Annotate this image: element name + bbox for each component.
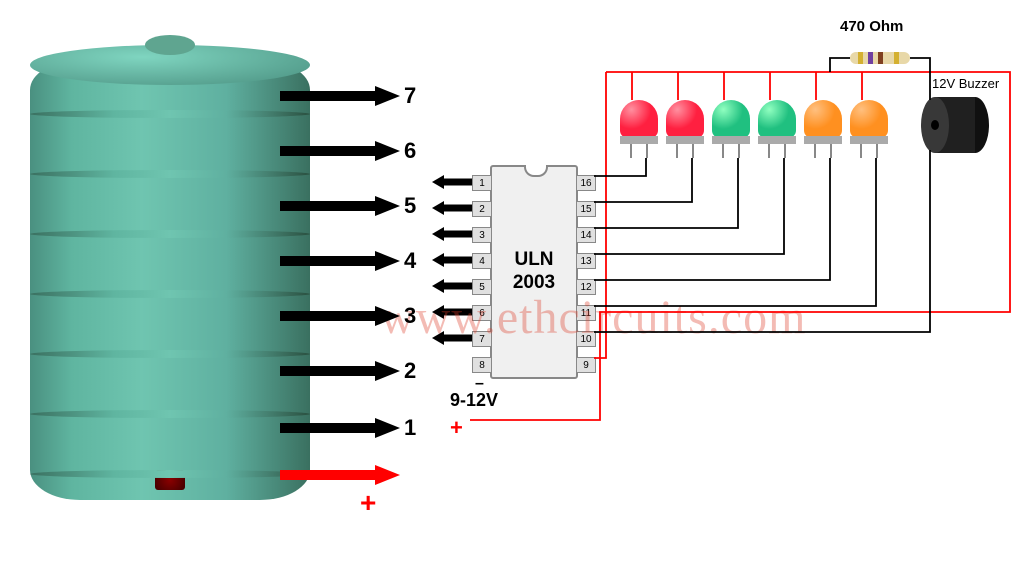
- probe-arrow-2: 2: [280, 358, 416, 384]
- led-6: [850, 100, 888, 155]
- chip-input-arrow-4: [432, 252, 472, 273]
- pin-14: 14: [576, 227, 596, 243]
- led-3: [712, 100, 750, 155]
- probe-arrow-1: 1: [280, 415, 416, 441]
- pin-3: 3: [472, 227, 492, 243]
- tank-ring: [30, 410, 310, 418]
- chip-input-arrow-3: [432, 226, 472, 247]
- led-4: [758, 100, 796, 155]
- power-probe-arrow: [280, 463, 400, 487]
- pin-13: 13: [576, 253, 596, 269]
- tank-ring: [30, 290, 310, 298]
- pin-2: 2: [472, 201, 492, 217]
- power-plus-label: +: [360, 487, 376, 519]
- pin-4: 4: [472, 253, 492, 269]
- tank-ring: [30, 350, 310, 358]
- voltage-plus: +: [450, 415, 463, 441]
- probe-arrow-3: 3: [280, 303, 416, 329]
- ic-chip-container: ULN2003 11621531441351261171089: [490, 165, 578, 379]
- ic-chip: ULN2003 11621531441351261171089: [490, 165, 578, 379]
- led-2: [666, 100, 704, 155]
- buzzer-label: 12V Buzzer: [932, 76, 999, 91]
- tank-ring: [30, 230, 310, 238]
- tank-ring: [30, 170, 310, 178]
- chip-input-arrow-2: [432, 200, 472, 221]
- chip-notch: [524, 165, 548, 177]
- probe-arrow-4: 4: [280, 248, 416, 274]
- tank-ring: [30, 110, 310, 118]
- pin-8: 8: [472, 357, 492, 373]
- led-5: [804, 100, 842, 155]
- chip-input-arrow-1: [432, 174, 472, 195]
- pin-1: 1: [472, 175, 492, 191]
- voltage-label: 9-12V: [450, 390, 498, 411]
- probe-arrow-7: 7: [280, 83, 416, 109]
- led-1: [620, 100, 658, 155]
- chip-label: ULN2003: [513, 249, 555, 295]
- buzzer: [920, 95, 990, 155]
- pin-16: 16: [576, 175, 596, 191]
- pin-15: 15: [576, 201, 596, 217]
- pin-9: 9: [576, 357, 596, 373]
- tank-body: [30, 60, 310, 500]
- watermark: www.ethcircuits.com: [380, 290, 806, 345]
- water-tank: [20, 30, 320, 530]
- probe-arrow-5: 5: [280, 193, 416, 219]
- tank-ring: [30, 470, 310, 478]
- probe-arrow-6: 6: [280, 138, 416, 164]
- tank-cap: [145, 35, 195, 55]
- resistor-label: 470 Ohm: [840, 18, 903, 35]
